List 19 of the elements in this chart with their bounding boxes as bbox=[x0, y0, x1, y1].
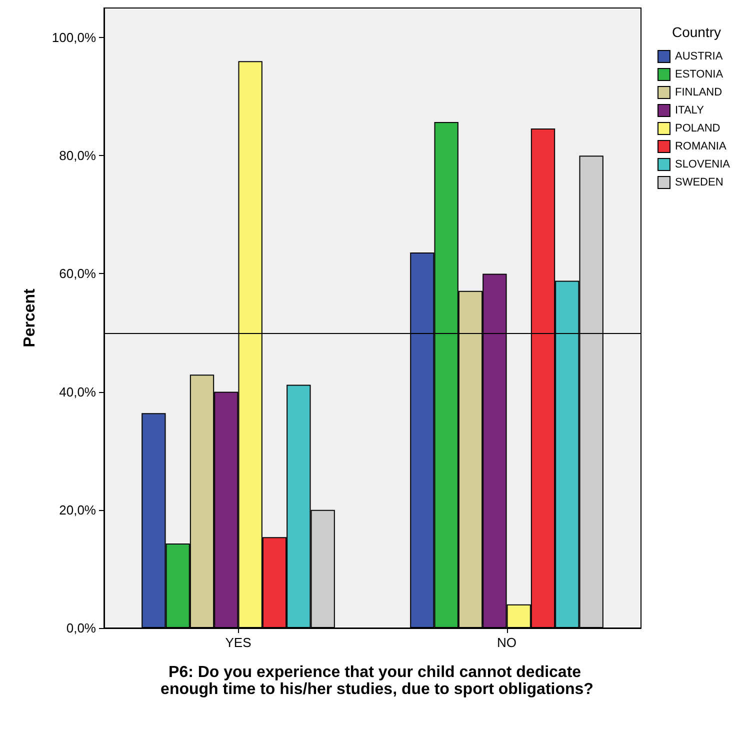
y-tick-label: 80,0% bbox=[59, 148, 96, 164]
legend-label: ESTONIA bbox=[674, 68, 724, 80]
y-tick-label: 40,0% bbox=[59, 384, 96, 400]
legend-label: FINLAND bbox=[674, 86, 722, 98]
y-tick-label: 100,0% bbox=[52, 30, 96, 46]
y-tick-label: 20,0% bbox=[59, 502, 96, 518]
legend-label: POLAND bbox=[674, 122, 720, 134]
legend-label: AUSTRIA bbox=[674, 50, 724, 62]
legend-label: ITALY bbox=[674, 104, 705, 116]
legend-title: Country bbox=[672, 24, 722, 40]
legend-label: SLOVENIA bbox=[674, 158, 731, 170]
x-tick-label: NO bbox=[497, 635, 516, 650]
legend-label: ROMANIA bbox=[674, 140, 727, 152]
x-tick-label: YES bbox=[225, 635, 252, 650]
y-tick-label: 0,0% bbox=[66, 620, 96, 636]
y-axis-title: Percent bbox=[22, 288, 38, 348]
y-tick-label: 60,0% bbox=[59, 266, 96, 282]
legend-label: SWEDEN bbox=[674, 176, 724, 188]
x-axis-title: P6: Do you experience that your child cannot dedicate enough time to his/her studies, due to sport obligations? bbox=[160, 664, 594, 698]
